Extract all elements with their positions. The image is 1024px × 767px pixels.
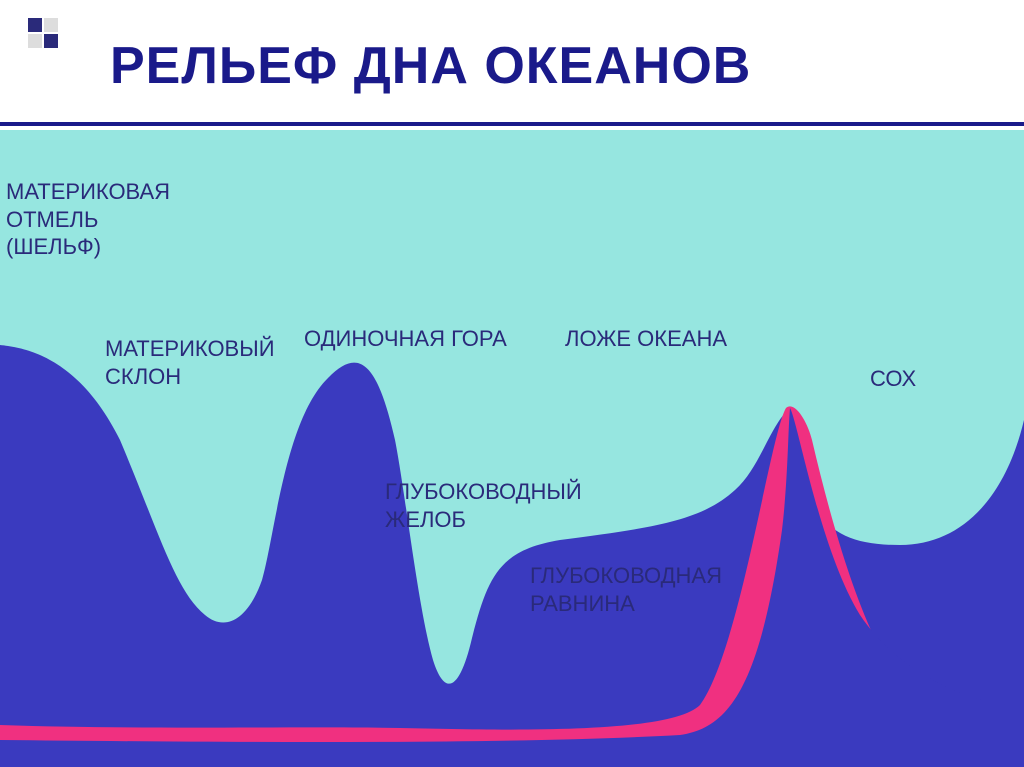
label-slope: МАТЕРИКОВЫЙ СКЛОН xyxy=(105,335,275,390)
page-title: РЕЛЬЕФ ДНА ОКЕАНОВ xyxy=(110,36,751,96)
label-shelf: МАТЕРИКОВАЯ ОТМЕЛЬ (ШЕЛЬФ) xyxy=(6,178,170,261)
label-seamount: ОДИНОЧНАЯ ГОРА xyxy=(304,325,507,353)
title-accent-icon xyxy=(28,18,60,50)
title-bar: РЕЛЬЕФ ДНА ОКЕАНОВ xyxy=(0,0,1024,126)
label-plain: ГЛУБОКОВОДНАЯ РАВНИНА xyxy=(530,562,722,617)
label-ridge: СОХ xyxy=(870,365,916,393)
label-bed: ЛОЖЕ ОКЕАНА xyxy=(565,325,727,353)
ocean-floor-diagram: МАТЕРИКОВАЯ ОТМЕЛЬ (ШЕЛЬФ) МАТЕРИКОВЫЙ С… xyxy=(0,130,1024,767)
label-trench: ГЛУБОКОВОДНЫЙ ЖЕЛОБ xyxy=(385,478,582,533)
